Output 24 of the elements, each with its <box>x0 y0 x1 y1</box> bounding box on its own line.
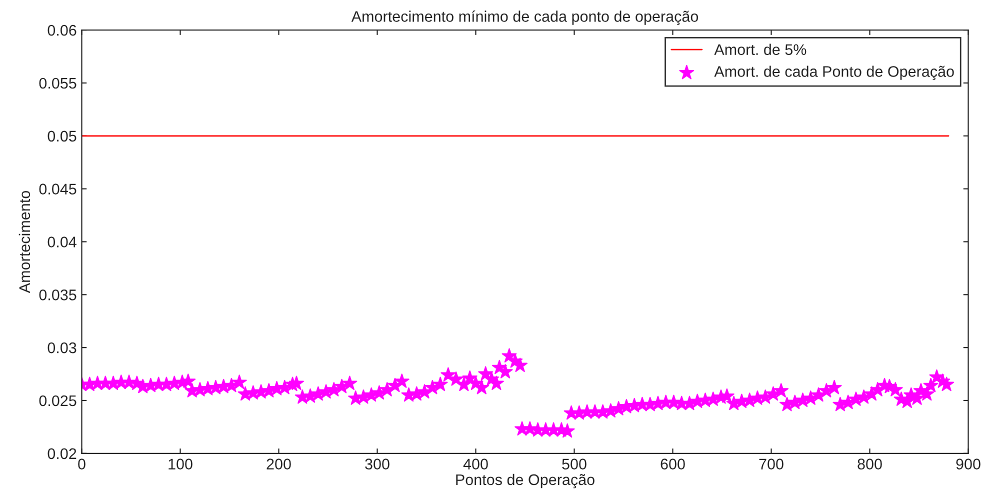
y-axis-title: Amortecimento <box>18 191 30 294</box>
x-tick-label: 300 <box>365 458 390 470</box>
y-tick-label: 0.03 <box>48 342 76 354</box>
y-tick-label: 0.06 <box>48 24 76 36</box>
x-axis-title: Pontos de Operação <box>456 474 594 488</box>
legend-label: Amort. de cada Ponto de Operação <box>714 66 954 80</box>
y-tick-label: 0.05 <box>48 130 76 142</box>
chart-title: Amortecimento mínimo de cada ponto de operação <box>351 10 698 25</box>
y-tick-label: 0.04 <box>48 236 76 248</box>
x-tick-label: 0 <box>78 458 86 470</box>
y-tick-label: 0.025 <box>39 395 76 406</box>
y-tick-label: 0.045 <box>39 184 76 194</box>
y-tick-label: 0.02 <box>48 448 76 460</box>
x-tick-label: 100 <box>168 458 192 470</box>
x-tick-label: 600 <box>660 458 685 470</box>
x-tick-label: 800 <box>858 458 882 470</box>
legend-label: Amort. de 5% <box>714 44 806 56</box>
x-tick-label: 500 <box>562 458 586 470</box>
x-tick-label: 700 <box>759 458 784 470</box>
x-tick-label: 400 <box>463 458 488 470</box>
x-tick-label: 900 <box>956 458 980 470</box>
y-tick-label: 0.055 <box>39 78 76 89</box>
y-tick-label: 0.035 <box>39 290 76 300</box>
x-tick-label: 200 <box>266 458 291 470</box>
